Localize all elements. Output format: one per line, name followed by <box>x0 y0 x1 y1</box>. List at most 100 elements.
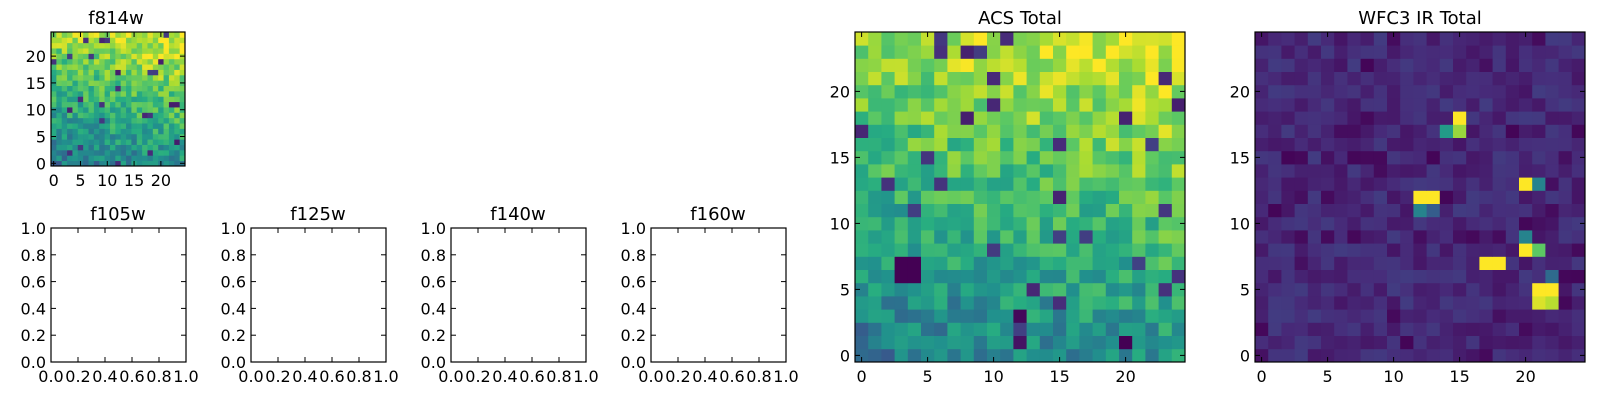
heatmap-cell <box>1294 335 1309 350</box>
heatmap-cell <box>947 150 961 165</box>
heatmap-cell <box>1255 45 1269 59</box>
x-tick-label: 0.8 <box>746 367 771 386</box>
heatmap-cell <box>907 309 922 323</box>
heatmap-cell <box>158 42 164 49</box>
heatmap-cell <box>1171 309 1186 323</box>
heatmap-cell <box>1321 309 1335 323</box>
heatmap-cell <box>934 84 948 99</box>
heatmap-cell <box>1105 32 1120 46</box>
heatmap-cell <box>1079 177 1093 191</box>
x-tick-label: 0.6 <box>719 367 744 386</box>
heatmap-cell <box>921 282 935 297</box>
heatmap-cell <box>158 58 164 65</box>
heatmap-cell <box>1571 190 1586 204</box>
heatmap-cell <box>868 348 882 363</box>
y-tick-label: 10 <box>26 101 46 120</box>
heatmap-cell <box>115 85 122 92</box>
heatmap-cell <box>947 137 961 152</box>
heatmap-cell <box>1307 216 1322 231</box>
heatmap-cell <box>1334 256 1348 270</box>
heatmap-cell <box>1255 32 1269 46</box>
heatmap-cell <box>142 58 148 65</box>
heatmap-cell <box>88 69 95 76</box>
heatmap-cell <box>1321 190 1335 204</box>
heatmap-cell <box>56 123 63 129</box>
y-tick-label: 1.0 <box>221 219 246 238</box>
heatmap-cell <box>158 101 164 108</box>
heatmap-cell <box>1400 243 1414 257</box>
heatmap-cell <box>104 112 111 119</box>
heatmap-cell <box>152 74 159 81</box>
heatmap-cell <box>1307 348 1322 363</box>
heatmap-cell <box>987 296 1001 310</box>
heatmap-cell <box>960 177 975 191</box>
heatmap-cell <box>61 42 68 49</box>
x-tick-label: 1.0 <box>373 367 398 386</box>
heatmap-cell <box>1158 190 1173 204</box>
heatmap-cell <box>147 160 154 167</box>
heatmap-cell <box>168 48 175 54</box>
heatmap-cell <box>83 32 89 38</box>
heatmap-cell <box>947 164 961 178</box>
heatmap-cell <box>1000 230 1014 244</box>
heatmap-cell <box>934 309 948 323</box>
heatmap-cell <box>1281 124 1295 138</box>
heatmap-cell <box>168 123 175 129</box>
heatmap-cell <box>1532 98 1546 112</box>
heatmap-cell <box>115 69 122 76</box>
heatmap-cell <box>1132 98 1146 112</box>
heatmap-cell <box>1307 256 1322 270</box>
heatmap-cell <box>1158 322 1173 336</box>
heatmap-cell <box>1505 216 1520 231</box>
heatmap-cell <box>1439 84 1454 99</box>
heatmap-cell <box>1479 322 1493 336</box>
heatmap-cell <box>1571 177 1586 191</box>
heatmap-cell <box>1413 150 1427 165</box>
heatmap-cell <box>1400 309 1414 323</box>
heatmap-cell <box>120 117 127 124</box>
heatmap-cell <box>152 85 159 92</box>
heatmap-cell <box>1479 58 1493 72</box>
heatmap-cell <box>131 101 138 108</box>
heatmap-cell <box>1145 216 1159 231</box>
heatmap-cell <box>152 48 159 54</box>
heatmap-cell <box>894 98 909 112</box>
heatmap-cell <box>147 58 154 65</box>
heatmap-cell <box>61 96 68 103</box>
heatmap-cell <box>1039 32 1054 46</box>
heatmap-cell <box>934 164 948 178</box>
heatmap-cell <box>1013 230 1027 244</box>
heatmap-cell <box>93 80 100 86</box>
heatmap-cell <box>1307 58 1322 72</box>
heatmap-cell <box>934 190 948 204</box>
heatmap-cell <box>973 269 988 284</box>
heatmap-cell <box>947 32 961 46</box>
heatmap-cell <box>152 37 159 44</box>
heatmap-cell <box>99 85 105 92</box>
heatmap-cell <box>1347 164 1361 178</box>
heatmap-cell <box>1158 177 1173 191</box>
heatmap-cell <box>1426 269 1441 284</box>
heatmap-cell <box>147 53 154 60</box>
heatmap-cell <box>120 58 127 65</box>
heatmap-cell <box>1545 98 1559 112</box>
heatmap-cell <box>93 101 100 108</box>
heatmap-cell <box>987 124 1001 138</box>
heatmap-cell <box>1092 111 1107 125</box>
heatmap-cell <box>987 164 1001 178</box>
heatmap-cell <box>1255 348 1269 363</box>
heatmap-cell <box>61 133 68 140</box>
heatmap-cell <box>1505 150 1520 165</box>
heatmap-cell <box>1453 256 1467 270</box>
heatmap-cell <box>973 137 988 152</box>
heatmap-cell <box>152 112 159 119</box>
heatmap-cell <box>947 58 961 72</box>
heatmap-cell <box>1373 243 1388 257</box>
heatmap-cell <box>61 117 68 124</box>
heatmap-cell <box>1281 256 1295 270</box>
y-tick-label: 5 <box>1240 280 1250 299</box>
heatmap-cell <box>1053 203 1067 218</box>
heatmap-cell <box>168 128 175 135</box>
heatmap-cell <box>136 133 143 140</box>
heatmap-cell <box>907 58 922 72</box>
